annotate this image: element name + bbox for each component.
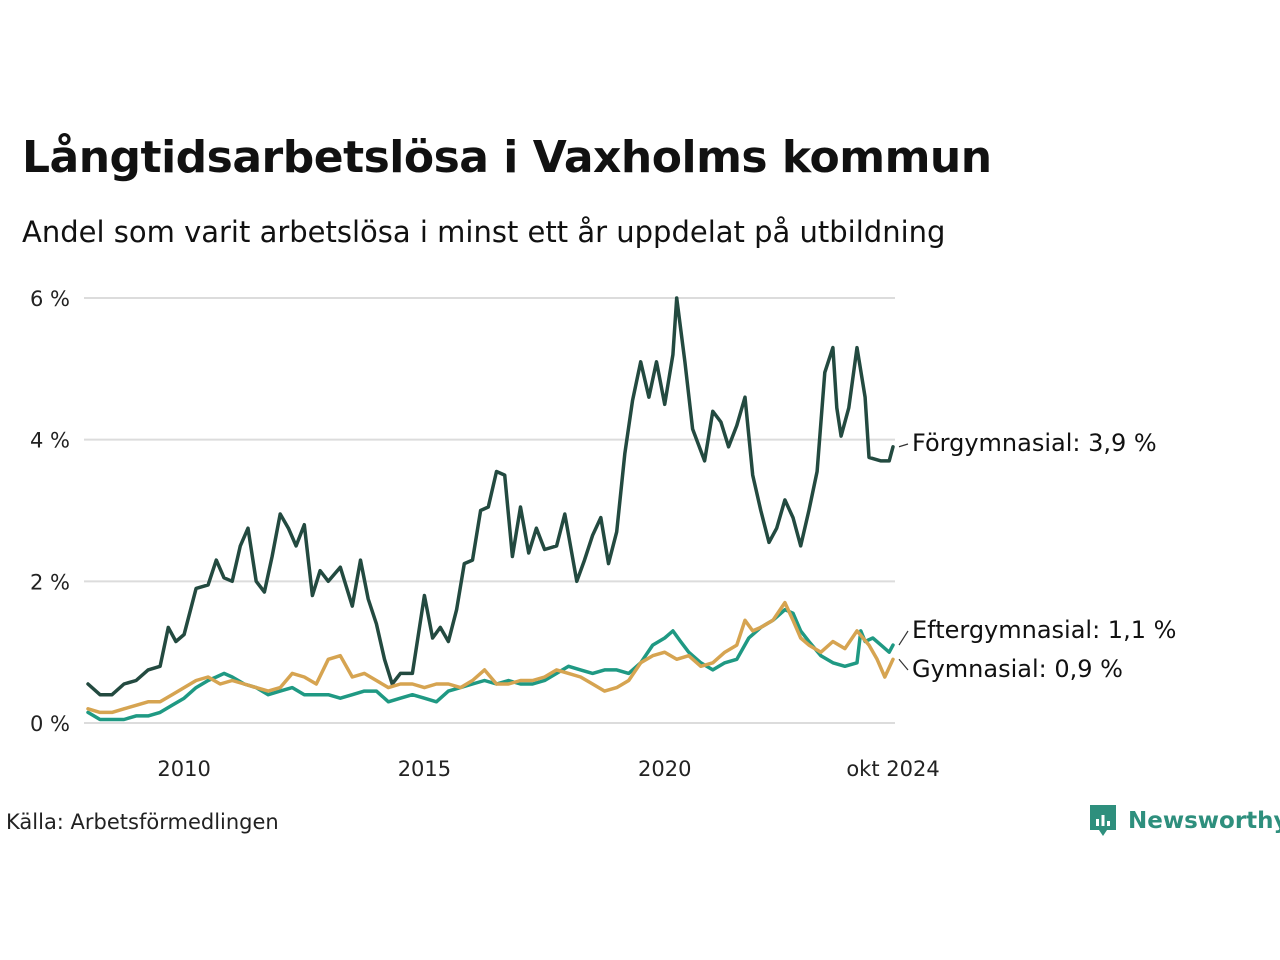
x-tick-label: 2015 <box>398 757 451 781</box>
series-end-label: Eftergymnasial: 1,1 % <box>912 616 1176 644</box>
label-connector <box>898 630 909 646</box>
y-tick-label: 4 % <box>30 429 70 453</box>
series-line-gymnasial <box>86 600 895 715</box>
x-tick-label: okt 2024 <box>846 757 939 781</box>
label-connector <box>898 658 909 671</box>
series-line-eftergymnasial <box>86 607 895 722</box>
label-connector <box>898 443 909 448</box>
chart-title: Långtidsarbetslösa i Vaxholms kommun <box>22 132 992 183</box>
source-note: Källa: Arbetsförmedlingen <box>6 810 279 834</box>
brand-logo[interactable]: Newsworthy <box>1088 803 1280 839</box>
y-tick-label: 0 % <box>30 712 70 736</box>
line-chart: 0 % 2 % 4 % 6 % 2010 2015 2020 okt 2024 Förgym… <box>30 287 1176 781</box>
x-tick-label: 2020 <box>638 757 691 781</box>
y-tick-label: 6 % <box>30 287 70 311</box>
x-axis-ticks: 2010 2015 2020 okt 2024 <box>157 757 939 781</box>
chart-subtitle: Andel som varit arbetslösa i minst ett å… <box>22 215 946 249</box>
series-lines <box>86 296 895 722</box>
brand-name: Newsworthy <box>1128 808 1280 834</box>
bar-chart-icon <box>1090 805 1116 836</box>
x-tick-label: 2010 <box>157 757 210 781</box>
series-end-label: Gymnasial: 0,9 % <box>912 655 1123 683</box>
y-tick-label: 2 % <box>30 570 70 594</box>
series-line-förgymnasial <box>86 296 895 697</box>
series-end-label: Förgymnasial: 3,9 % <box>912 429 1157 457</box>
y-axis-ticks: 0 % 2 % 4 % 6 % <box>30 287 70 736</box>
series-end-labels: Förgymnasial: 3,9 % Eftergymnasial: 1,1 %… <box>898 429 1176 683</box>
gridlines <box>84 297 895 724</box>
